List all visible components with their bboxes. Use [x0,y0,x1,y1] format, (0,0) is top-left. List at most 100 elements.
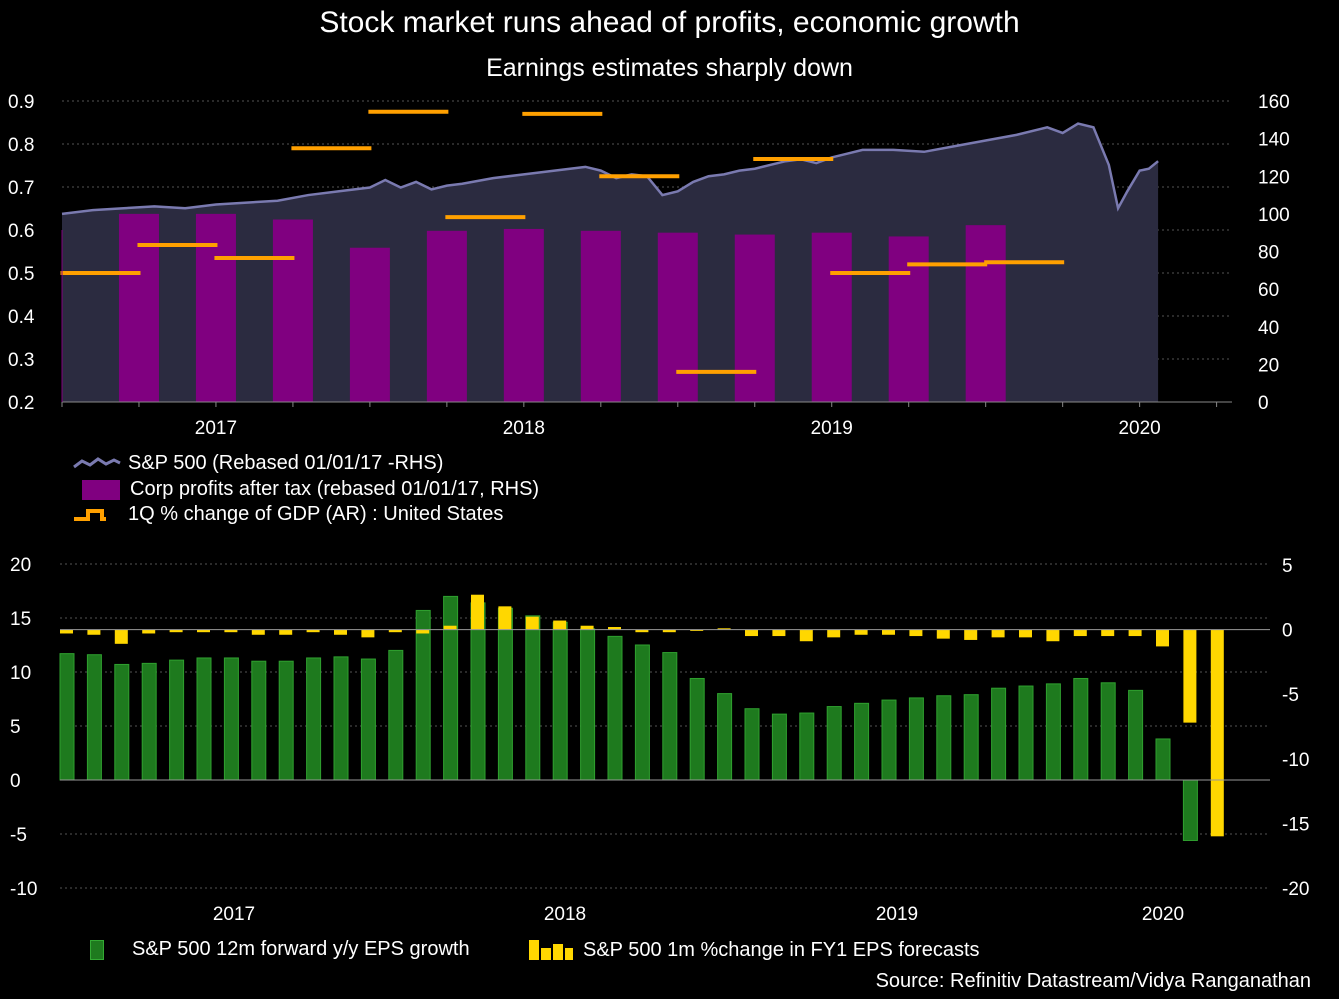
eps-growth-bar [580,628,596,781]
profits-bar [503,228,544,402]
eps-growth-bar [662,652,678,781]
eps-growth-bar [826,706,842,781]
eps-growth-bar [114,663,130,781]
bottom-chart: 20 15 10 5 0 -5 -10 5 0 -5 -10 -15 -20 2017 2018 2019 20… [10,555,1309,925]
eps-growth-bar [1128,689,1144,781]
legend-line-swatch-icon [73,456,121,468]
right-tick-label: -15 [1282,814,1309,835]
eps-forecast-bar [361,629,375,638]
left-tick-label: 10 [10,663,31,684]
right-tick-label: -10 [1282,750,1309,771]
x-tick-label: 2018 [503,418,545,439]
legend-step-swatch-icon [74,508,106,521]
x-tick-label: 2017 [213,904,255,925]
eps-growth-bar [223,657,239,781]
eps-forecast-bar [197,629,210,633]
eps-forecast-bar [1128,629,1142,637]
left-tick-label: 0.9 [8,92,34,113]
eps-forecast-bar [60,629,73,634]
right-tick-label: 100 [1258,205,1290,226]
eps-growth-bar [936,695,952,781]
eps-growth-bar [360,658,376,781]
left-tick-label: 0.6 [8,221,34,242]
eps-growth-bar [771,713,787,781]
left-tick-label: 0 [10,771,21,792]
eps-forecast-bar [1101,629,1115,637]
legend-eps-growth: S&P 500 12m forward y/y EPS growth [90,938,470,961]
legend-profits: Corp profits after tax (rebased 01/01/17… [82,478,539,501]
eps-forecast-bar [936,629,950,639]
eps-growth-bar [991,687,1007,781]
eps-forecast-bar [498,606,512,630]
eps-forecast-bar [991,629,1005,638]
eps-forecast-bar [854,629,868,635]
eps-forecast-bar [114,629,128,644]
eps-forecast-bar [306,629,320,633]
eps-growth-bar [141,662,157,781]
right-tick-label: 20 [1258,355,1279,376]
right-tick-label: 80 [1258,243,1279,264]
legend-yellow-swatch-icon [529,940,573,960]
left-tick-label: -5 [10,825,27,846]
legend-label-eps-forecast: S&P 500 1m %change in FY1 EPS forecasts [583,938,980,961]
eps-growth-bar [689,677,705,781]
eps-growth-bar [634,644,650,781]
eps-growth-bar [963,694,979,781]
eps-forecast-bar [416,629,430,634]
legend-gdp: 1Q % change of GDP (AR) : United States [72,503,503,526]
eps-forecast-bar [772,629,786,637]
eps-growth-bar [169,659,185,781]
left-tick-label: 0.2 [8,393,34,414]
right-tick-label: 0 [1282,621,1293,642]
sp500-line [61,122,1159,216]
eps-forecast-bar [662,629,676,633]
eps-forecast-bar [799,629,813,642]
x-tick-label: 2019 [811,418,853,439]
eps-forecast-bar [1156,629,1169,647]
eps-growth-bar [415,609,431,781]
profits-bar [349,247,390,402]
legend-label-eps-growth: S&P 500 12m forward y/y EPS growth [132,938,470,960]
eps-growth-bar [1182,779,1198,841]
eps-forecast-bar [717,628,731,630]
right-tick-label: -20 [1282,879,1309,900]
eps-growth-bar [251,660,267,781]
eps-growth-bar [278,660,294,781]
chart-title: Stock market runs ahead of profits, econ… [319,6,1020,39]
eps-forecast-bar [334,629,347,635]
eps-growth-bar [1018,685,1034,781]
x-tick-label: 2019 [876,904,918,925]
left-tick-label: 0.7 [8,178,34,199]
eps-growth-bar [196,657,212,781]
legend-label-profits: Corp profits after tax (rebased 01/01/17… [130,478,540,500]
profits-bar [734,234,775,402]
eps-growth-bar [881,699,897,781]
left-tick-label: 15 [10,609,31,630]
eps-forecast-bar [1019,629,1032,638]
eps-forecast-bar [635,629,649,633]
left-tick-label: 0.4 [8,307,35,328]
eps-growth-bar [59,653,75,781]
eps-forecast-bar [1183,629,1197,723]
eps-growth-bar [799,712,815,781]
eps-growth-bar [388,649,404,781]
eps-forecast-bar [169,629,183,633]
eps-forecast-bar [87,629,101,635]
right-tick-label: 140 [1258,130,1290,151]
eps-growth-bar [854,702,870,781]
left-tick-label: 0.8 [8,135,34,156]
eps-growth-bar [717,693,733,781]
x-tick-label: 2020 [1142,904,1184,925]
eps-growth-bar [607,635,623,781]
eps-forecast-bar [525,616,539,630]
eps-forecast-bar [964,629,978,640]
right-tick-label: -5 [1282,685,1299,706]
eps-forecast-bar [251,629,265,635]
eps-forecast-bar [1073,629,1087,637]
eps-growth-bar [1155,738,1171,781]
eps-growth-bar [1045,683,1061,781]
x-tick-label: 2020 [1118,418,1160,439]
legend-label-gdp: 1Q % change of GDP (AR) : United States [128,503,504,525]
eps-growth-bar [306,657,322,781]
source-note: Source: Refinitiv Datastream/Vidya Ranga… [875,970,1311,992]
